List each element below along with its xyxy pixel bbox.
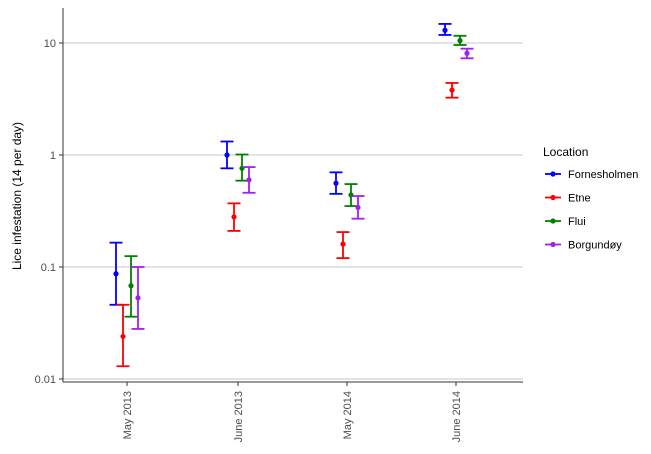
data-point <box>224 152 230 158</box>
data-point <box>464 50 470 56</box>
data-point <box>340 241 346 247</box>
legend-label: Borgundøy <box>568 240 622 252</box>
legend: Location Fornesholmen Etne Flui Borgundøy <box>543 145 638 252</box>
data-point <box>128 283 134 289</box>
x-tick-label: May 2014 <box>342 391 354 439</box>
y-tick-label: 0.01 <box>35 374 56 386</box>
data-marks <box>109 23 474 368</box>
data-point <box>135 295 141 301</box>
y-tick-label: 0.1 <box>41 262 56 274</box>
legend-key-point <box>550 171 556 177</box>
legend-label: Flui <box>568 216 586 228</box>
legend-label: Etne <box>568 193 591 205</box>
x-tick-label: June 2013 <box>233 391 245 442</box>
data-point <box>333 180 339 186</box>
y-tick-label: 1 <box>50 150 56 162</box>
y-axis-title: Lice infestation (14 per day) <box>10 122 24 270</box>
y-tick-label: 10 <box>44 38 56 50</box>
tick-labels: 0.01 0.1 1 10 May 2013 June 2013 May 2014 June … <box>35 38 463 442</box>
data-point <box>231 214 237 220</box>
legend-key-point <box>550 241 556 248</box>
data-point <box>442 27 448 33</box>
data-point <box>120 333 126 340</box>
x-tick-label: June 2014 <box>451 391 463 442</box>
data-point <box>246 177 252 183</box>
legend-key-point <box>550 194 556 201</box>
data-point <box>457 38 463 44</box>
legend-key-point <box>550 218 556 224</box>
legend-label: Fornesholmen <box>568 169 638 181</box>
data-point <box>113 271 119 277</box>
axes <box>62 8 523 383</box>
legend-title: Location <box>543 145 588 159</box>
data-point <box>449 87 455 93</box>
x-tick-label: May 2013 <box>122 391 134 439</box>
data-point <box>355 204 361 211</box>
